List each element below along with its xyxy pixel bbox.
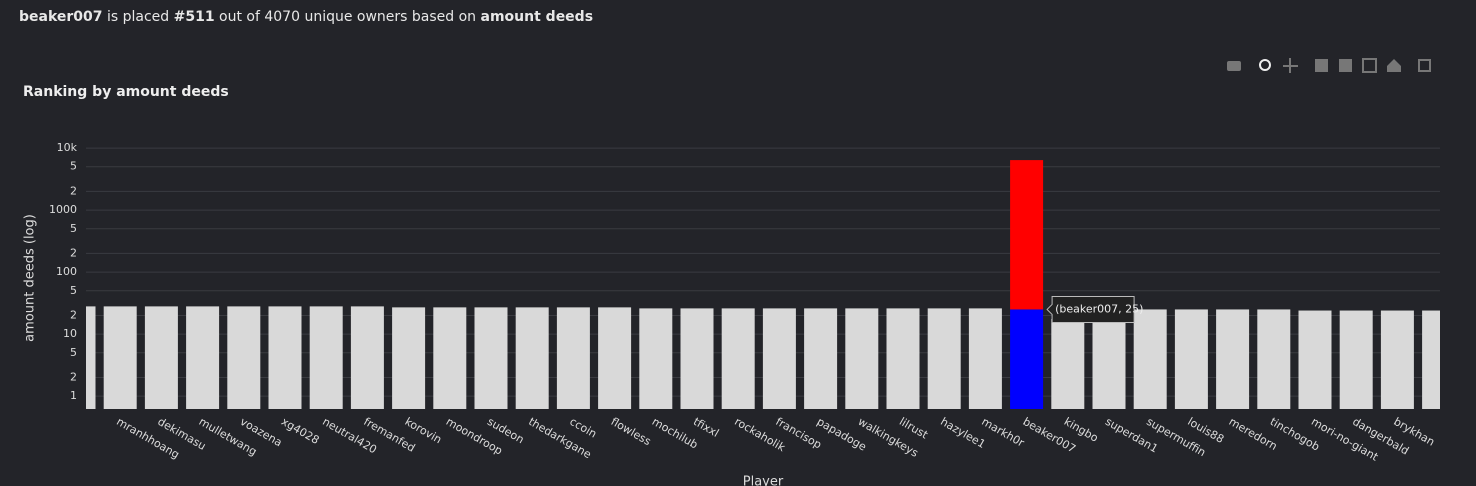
y-tick-label: 1000	[49, 203, 77, 216]
bar	[1298, 310, 1332, 409]
header: beaker007 is placed #511 out of 4070 uni…	[19, 9, 593, 25]
y-tick-label: 5	[70, 346, 77, 359]
bar	[1010, 160, 1044, 310]
y-tick-label: 5	[70, 160, 77, 173]
y-axis-title: amount deeds (log)	[23, 214, 38, 342]
header-text: amount deeds	[480, 9, 594, 25]
toolbar	[1227, 58, 1431, 73]
bar	[762, 308, 796, 409]
bar	[598, 307, 632, 409]
bar	[639, 308, 673, 409]
bar	[1339, 310, 1373, 409]
bar	[268, 306, 302, 409]
bar	[886, 308, 920, 409]
bar	[144, 306, 178, 409]
y-tick-label: 100	[56, 265, 77, 278]
header-text: beaker007	[19, 9, 103, 25]
bar	[1092, 319, 1126, 409]
bar	[1010, 309, 1044, 409]
bar	[309, 306, 343, 409]
y-tick-label: 5	[70, 284, 77, 297]
x-axis-title: Player	[743, 475, 784, 486]
bar	[1380, 310, 1414, 409]
fullscreen-icon[interactable]	[1418, 59, 1431, 72]
x-tick-label: xg4028	[279, 415, 321, 447]
x-tick-label: flowless	[609, 415, 654, 448]
tooltip-text: (beaker007, 25)	[1055, 302, 1143, 315]
y-tick-label: 2	[70, 184, 77, 197]
bar	[1133, 309, 1167, 409]
pan-icon[interactable]	[1283, 58, 1298, 73]
bar	[804, 308, 838, 409]
bar	[392, 307, 426, 409]
y-tick-label: 10k	[57, 141, 78, 154]
bar	[1216, 309, 1250, 409]
zoom-in-icon[interactable]	[1315, 59, 1328, 72]
bar	[86, 306, 96, 409]
bar	[433, 307, 467, 409]
tooltip-box	[1046, 295, 1135, 323]
bar	[1174, 309, 1208, 409]
bar	[186, 306, 220, 409]
bar	[968, 308, 1002, 409]
x-tick-label: mochilub	[650, 415, 700, 452]
chart-title: Ranking by amount deeds	[23, 84, 229, 100]
bar	[350, 306, 384, 409]
bar	[515, 307, 549, 409]
bar	[1051, 319, 1085, 409]
x-tick-label: tfixxl	[691, 415, 721, 440]
bar	[556, 307, 590, 409]
reset-icon[interactable]	[1387, 59, 1401, 72]
y-tick-label: 5	[70, 222, 77, 235]
bar	[721, 308, 755, 409]
camera-icon[interactable]	[1227, 61, 1241, 71]
zoom-out-icon[interactable]	[1339, 59, 1352, 72]
zoom-icon[interactable]	[1259, 59, 1271, 71]
x-tick-label: hazylee1	[938, 415, 987, 451]
bar	[1257, 309, 1291, 409]
header-text: out of 4070 unique owners based on	[214, 9, 481, 25]
y-tick-label: 2	[70, 308, 77, 321]
header-text: is placed	[102, 9, 174, 25]
y-tick-label: 1	[70, 389, 77, 402]
y-tick-label: 2	[70, 370, 77, 383]
bar	[227, 306, 261, 409]
bar	[1422, 310, 1440, 409]
bar	[927, 308, 961, 409]
header-text: #511	[173, 9, 215, 25]
bars	[86, 160, 1440, 409]
y-tick-label: 10	[63, 327, 77, 340]
bar	[680, 308, 714, 409]
x-tick-label: markh0r	[979, 415, 1026, 450]
y-tick-label: 2	[70, 246, 77, 259]
bar	[103, 306, 137, 409]
bar	[474, 307, 508, 409]
autoscale-icon[interactable]	[1362, 58, 1377, 73]
bar	[845, 308, 879, 409]
